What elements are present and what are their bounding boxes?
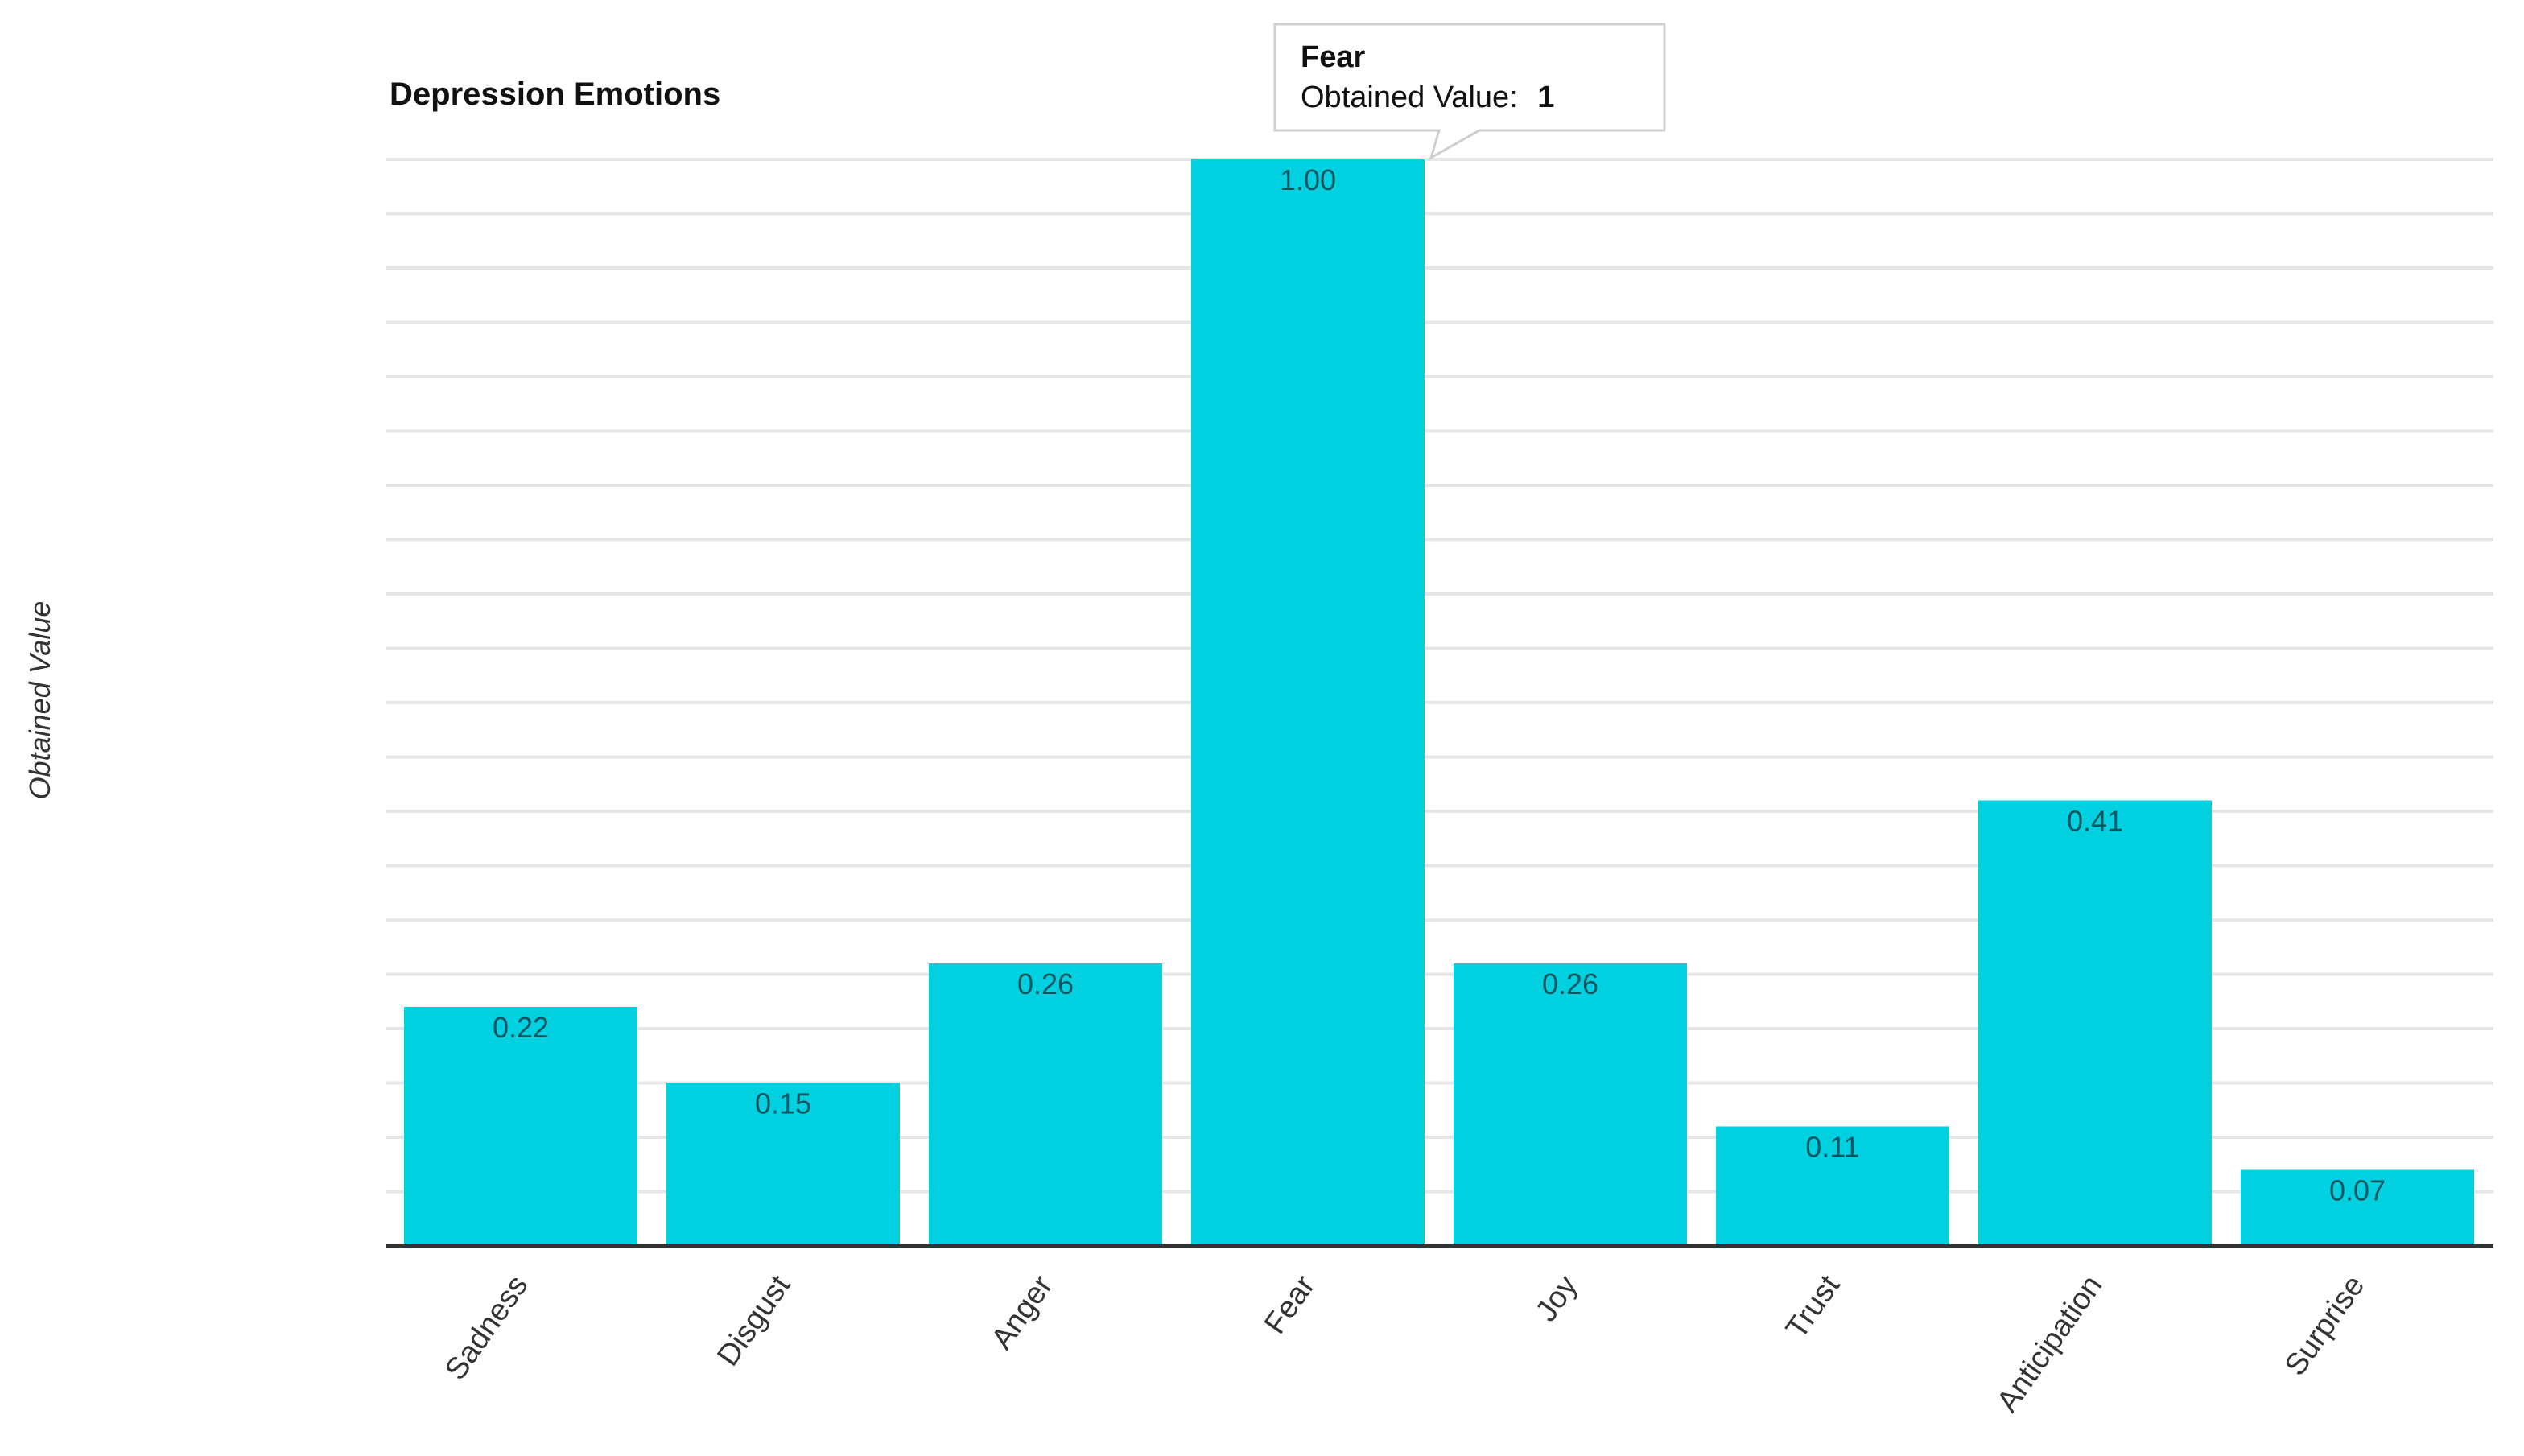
category-label-joy: Joy <box>1529 1269 1584 1328</box>
data-label-surprise: 0.07 <box>2329 1174 2386 1207</box>
data-label-disgust: 0.15 <box>755 1087 811 1120</box>
bar-anger[interactable] <box>929 963 1162 1246</box>
data-label-anger: 0.26 <box>1017 967 1074 1000</box>
category-label-disgust: Disgust <box>711 1269 797 1372</box>
category-label-trust: Trust <box>1780 1269 1846 1345</box>
y-axis-label: Obtained Value <box>23 601 56 800</box>
bar-sadness[interactable] <box>404 1007 637 1246</box>
bar-anticipation[interactable] <box>1978 800 2212 1247</box>
category-label-anticipation: Anticipation <box>1990 1269 2109 1418</box>
category-label-fear: Fear <box>1258 1269 1322 1340</box>
data-label-joy: 0.26 <box>1542 967 1598 1000</box>
tooltip-box <box>1273 23 1666 161</box>
category-label-surprise: Surprise <box>2279 1269 2372 1382</box>
tooltip: Fear Obtained Value: 1 <box>1273 23 1666 161</box>
data-label-anticipation: 0.41 <box>2067 805 2123 838</box>
tooltip-line: Obtained Value: 1 <box>1301 80 1554 114</box>
category-label-sadness: Sadness <box>439 1269 534 1386</box>
data-label-sadness: 0.22 <box>493 1011 549 1044</box>
bar-trust[interactable] <box>1716 1126 1949 1247</box>
tooltip-label: Obtained Value: <box>1301 80 1518 114</box>
bar-disgust[interactable] <box>666 1083 900 1247</box>
bar-surprise[interactable] <box>2241 1169 2474 1247</box>
bars <box>404 159 2474 1246</box>
data-label-fear: 1.00 <box>1280 163 1336 196</box>
tooltip-value: 1 <box>1537 80 1554 114</box>
tooltip-title: Fear <box>1301 40 1365 74</box>
category-label-anger: Anger <box>985 1269 1060 1355</box>
chart-title: Depression Emotions <box>390 76 720 112</box>
category-labels: Sadness Disgust Anger Fear Joy Trust Anticipat… <box>439 1269 2371 1418</box>
bar-joy[interactable] <box>1454 963 1687 1246</box>
bar-fear[interactable] <box>1191 159 1425 1246</box>
data-labels: 0.22 0.15 0.26 1.00 0.26 0.11 0.41 0.07 <box>493 163 2386 1207</box>
gridlines <box>386 158 2493 1248</box>
data-label-trust: 0.11 <box>1805 1131 1859 1164</box>
